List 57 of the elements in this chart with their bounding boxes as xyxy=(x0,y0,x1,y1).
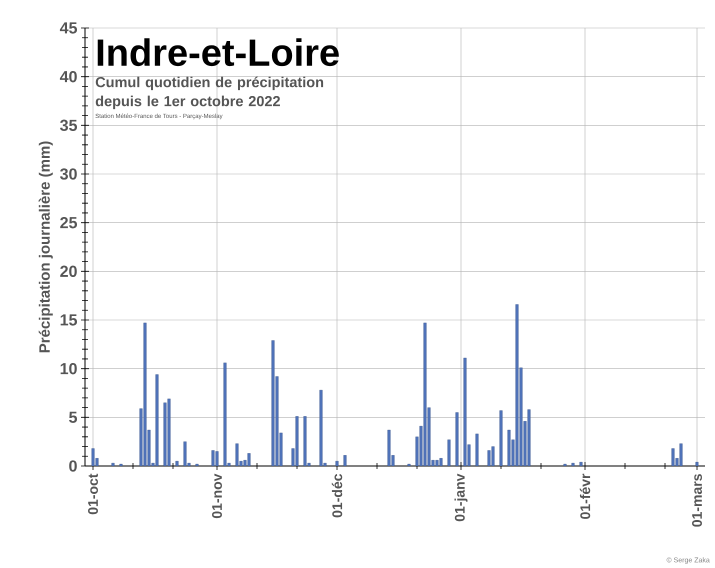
chart-title: Indre-et-Loire xyxy=(98,38,339,66)
y-tick-label: 0 xyxy=(69,460,77,472)
x-tick-label: 01-févr xyxy=(580,474,590,519)
bar xyxy=(155,374,159,466)
bar xyxy=(143,322,147,466)
bar xyxy=(303,416,307,466)
bar xyxy=(463,358,467,466)
y-tick-label: 5 xyxy=(69,412,78,423)
bar xyxy=(163,402,167,466)
bar xyxy=(435,460,439,466)
x-tick-label: 01-janv xyxy=(454,474,468,522)
bar xyxy=(319,390,323,466)
y-tick-label: 45 xyxy=(60,22,78,34)
bar xyxy=(235,443,239,466)
bar xyxy=(295,416,299,466)
y-tick-label: 20 xyxy=(60,266,77,277)
bar xyxy=(343,455,347,466)
bar xyxy=(475,434,479,466)
x-tick-label: 01-nov xyxy=(212,474,222,518)
y-tick-label: 10 xyxy=(60,363,77,374)
bar xyxy=(111,462,115,466)
bar xyxy=(423,322,427,466)
bar xyxy=(695,462,699,466)
y-tick-label: 30 xyxy=(60,168,77,180)
bar xyxy=(439,458,443,466)
bar xyxy=(247,453,251,466)
y-tick-label: 35 xyxy=(60,120,78,131)
bar xyxy=(447,440,451,466)
bar xyxy=(91,448,95,466)
bar xyxy=(335,460,339,466)
bar xyxy=(571,462,575,466)
bar xyxy=(215,451,219,466)
x-tick-label: 01-mars xyxy=(692,474,702,527)
x-tick-label: 01-oct xyxy=(88,474,98,514)
y-tick-label: 40 xyxy=(60,71,77,82)
bar xyxy=(679,443,683,466)
y-tick-label: 15 xyxy=(60,314,78,326)
bar xyxy=(507,430,511,466)
bar xyxy=(167,398,171,466)
bar xyxy=(671,448,675,466)
bar xyxy=(527,409,531,466)
x-tick-label: 01-déc xyxy=(332,474,342,518)
bar xyxy=(499,410,503,466)
bar xyxy=(223,362,227,466)
y-tick-label: 25 xyxy=(60,217,78,228)
bar xyxy=(175,460,179,466)
bar xyxy=(515,304,519,466)
bar xyxy=(387,430,391,466)
bar xyxy=(271,340,275,466)
bar xyxy=(579,462,583,466)
bar xyxy=(183,442,187,466)
y-axis-title: Précipitation journalière (mm) xyxy=(38,141,53,352)
bar xyxy=(211,450,215,466)
bar xyxy=(487,450,491,466)
bar xyxy=(491,446,495,466)
bar xyxy=(455,412,459,466)
text: Cumul quotidien de précipitation depuis le 1er octobre 2022 xyxy=(96,76,324,110)
